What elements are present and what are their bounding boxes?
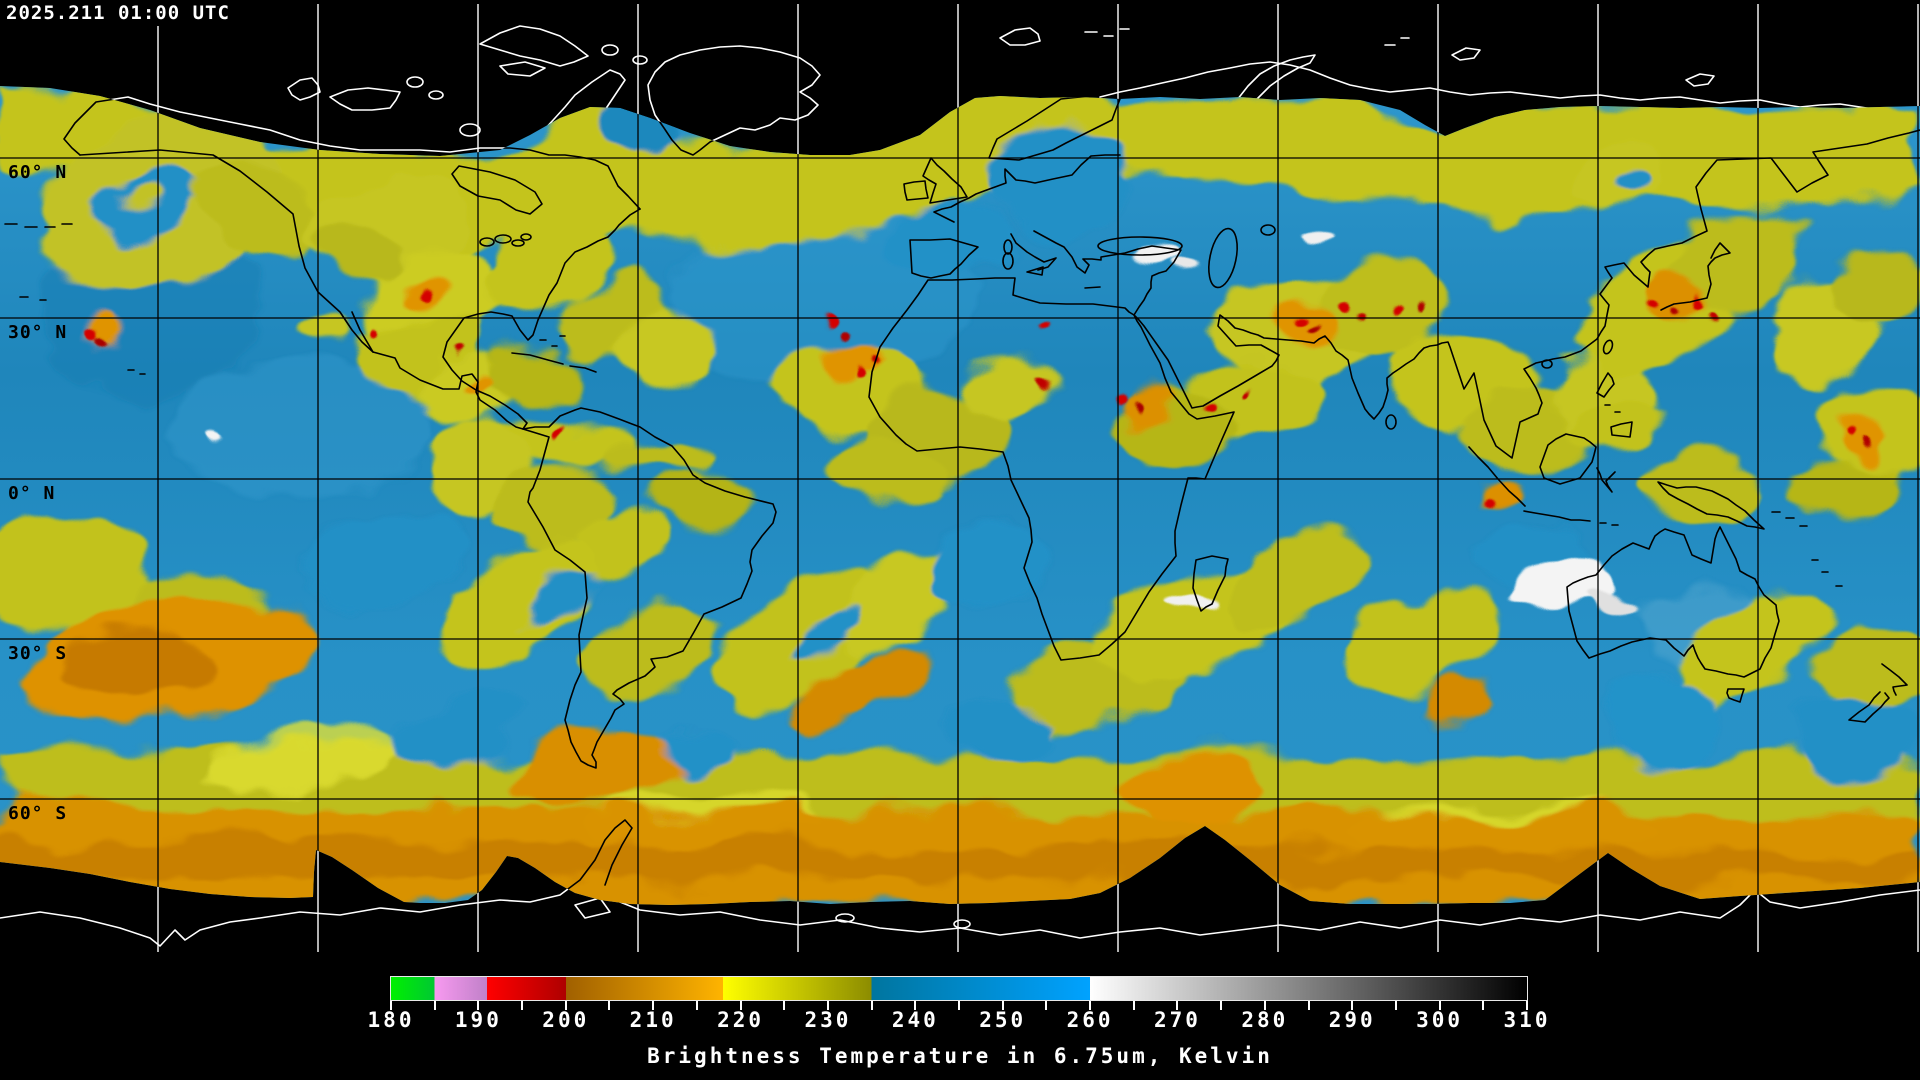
colorbar-tick (1132, 1001, 1135, 1010)
colorbar-tick (1307, 1001, 1310, 1010)
colorbar-tick-label: 300 (1416, 1008, 1464, 1032)
colorbar-tick-label: 240 (891, 1008, 939, 1032)
gridlines-over-data (0, 0, 1920, 952)
colorbar-tick (477, 1001, 480, 1010)
colorbar-tick-label: 250 (979, 1008, 1027, 1032)
colorbar (390, 976, 1528, 1001)
colorbar-title: Brightness Temperature in 6.75um, Kelvin (647, 1044, 1273, 1068)
colorbar-tick (1045, 1001, 1048, 1010)
colorbar-tick (390, 1001, 392, 1010)
colorbar-tick-label: 290 (1328, 1008, 1376, 1032)
colorbar-tick-label: 280 (1241, 1008, 1289, 1032)
latitude-label: 30° N (8, 322, 68, 343)
colorbar-tick (695, 1001, 698, 1010)
colorbar-tick-label: 270 (1153, 1008, 1201, 1032)
colorbar-tick-label: 200 (542, 1008, 590, 1032)
colorbar-tick (1176, 1001, 1179, 1010)
continent-coastlines (4, 86, 1920, 896)
latitude-label: 60° N (8, 162, 68, 183)
colorbar-tick-label: 260 (1066, 1008, 1114, 1032)
colorbar-tick (1089, 1001, 1092, 1010)
colorbar-tick (564, 1001, 567, 1010)
convective-cores-and-warm-spots (88, 233, 1874, 617)
colorbar-tick-label: 230 (804, 1008, 852, 1032)
colorbar-tick (1438, 1001, 1441, 1010)
colorbar-tick (1394, 1001, 1397, 1010)
colorbar-tick (1220, 1001, 1223, 1010)
colorbar-tick (1001, 1001, 1004, 1010)
colorbar-tick (1482, 1001, 1485, 1010)
colorbar-tick-label: 190 (454, 1008, 502, 1032)
colorbar-tick (739, 1001, 742, 1010)
colorbar-tick (433, 1001, 436, 1010)
colorbar-tick-label: 310 (1503, 1008, 1551, 1032)
latitude-label: 30° S (8, 643, 68, 664)
colorbar-tick-label: 210 (629, 1008, 677, 1032)
colorbar-tick (870, 1001, 873, 1010)
latitude-label: 0° N (8, 483, 56, 504)
colorbar-tick (521, 1001, 524, 1010)
colorbar-tick-label: 180 (367, 1008, 415, 1032)
colorbar-tick-label: 220 (717, 1008, 764, 1032)
latitude-label: 60° S (8, 803, 68, 824)
colorbar-tick (826, 1001, 829, 1010)
colorbar-tick (652, 1001, 655, 1010)
colorbar-tick (958, 1001, 960, 1010)
colorbar-tick (783, 1001, 786, 1010)
colorbar-tick (1526, 1001, 1528, 1010)
timestamp: 2025.211 01:00 UTC (6, 2, 230, 24)
colorbar-tick (914, 1001, 917, 1010)
colorbar-tick (1263, 1001, 1266, 1010)
colorbar-tick (1351, 1001, 1354, 1010)
colorbar-tick (608, 1001, 611, 1010)
